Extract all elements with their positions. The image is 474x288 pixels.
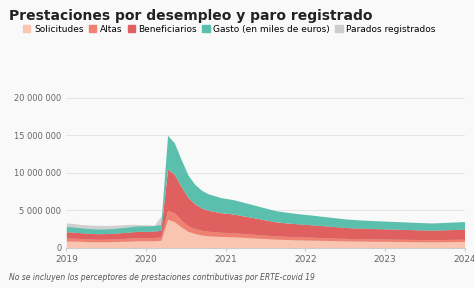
- Text: Prestaciones por desempleo y paro registrado: Prestaciones por desempleo y paro regist…: [9, 9, 373, 23]
- Legend: Solicitudes, Altas, Beneficiarios, Gasto (en miles de euros), Parados registrado: Solicitudes, Altas, Beneficiarios, Gasto…: [23, 24, 436, 34]
- Text: No se incluyen los perceptores de prestaciones contributivas por ERTE-covid 19: No se incluyen los perceptores de presta…: [9, 273, 315, 282]
